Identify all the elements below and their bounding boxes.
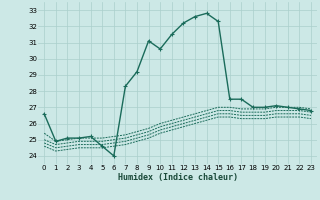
X-axis label: Humidex (Indice chaleur): Humidex (Indice chaleur) [118, 173, 238, 182]
